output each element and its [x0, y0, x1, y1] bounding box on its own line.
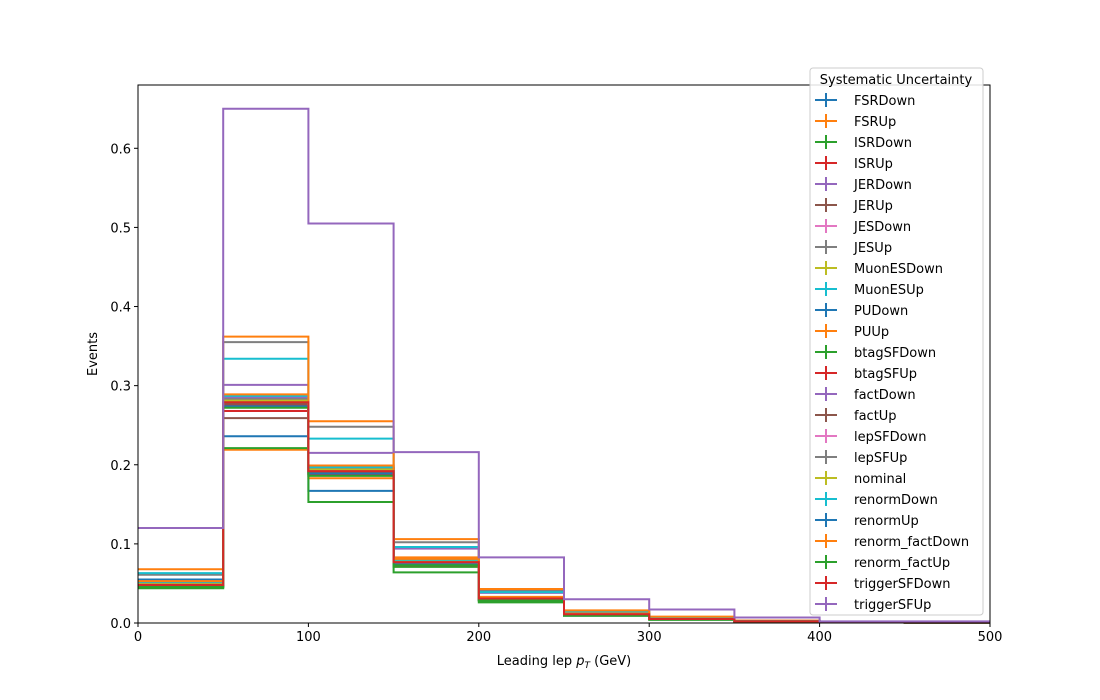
legend-label: MuonESDown — [854, 262, 943, 277]
x-tick-label: 200 — [466, 630, 491, 645]
legend-label: ISRDown — [854, 136, 912, 151]
legend-items: FSRDown FSRUp ISRDown ISRUp JERDown JERUp JESD… — [815, 93, 969, 613]
legend-item: nominal — [815, 471, 906, 487]
x-axis-label-sub: T — [584, 661, 591, 671]
legend-box — [809, 67, 984, 616]
legend-label: JESDown — [853, 220, 911, 235]
legend-label: PUUp — [854, 325, 889, 340]
legend-title: Systematic Uncertainty — [820, 73, 973, 88]
legend: Systematic Uncertainty FSRDown FSRUp ISRDo… — [809, 67, 984, 616]
y-tick-label: 0.3 — [110, 380, 131, 395]
x-axis-label-unit: (GeV) — [594, 654, 631, 669]
legend-label: renormDown — [854, 493, 938, 508]
legend-label: renorm_factUp — [854, 556, 950, 571]
x-axis: 0 100 200 300 400 500 — [134, 623, 1003, 645]
series-line-triggerSFUp — [138, 107, 990, 623]
legend-label: nominal — [854, 472, 906, 487]
x-tick-label: 0 — [134, 630, 142, 645]
legend-item: JESDown — [815, 219, 911, 235]
legend-item: ISRUp — [815, 156, 893, 172]
legend-label: MuonESUp — [854, 283, 924, 298]
legend-item: PUUp — [815, 324, 889, 340]
legend-label: renormUp — [854, 514, 919, 529]
legend-item: FSRUp — [815, 114, 896, 130]
legend-item: factDown — [815, 387, 916, 403]
legend-item: btagSFUp — [815, 366, 917, 382]
legend-item: JERDown — [815, 177, 912, 193]
legend-label: lepSFUp — [854, 451, 907, 466]
plot-frame — [137, 84, 991, 624]
legend-label: lepSFDown — [854, 430, 926, 445]
y-tick-label: 0.5 — [110, 221, 131, 236]
legend-label: FSRDown — [854, 94, 915, 109]
legend-item: factUp — [815, 408, 897, 424]
x-axis-label-main: Leading lep — [497, 654, 572, 669]
legend-label: renorm_factDown — [854, 535, 969, 550]
y-tick-label: 0.1 — [110, 538, 131, 553]
series-layer — [138, 107, 990, 624]
legend-label: JERUp — [853, 199, 893, 214]
legend-label: FSRUp — [854, 115, 896, 130]
legend-item: PUDown — [815, 303, 908, 319]
x-tick-label: 400 — [807, 630, 832, 645]
legend-item: ISRDown — [815, 135, 912, 151]
legend-label: btagSFUp — [854, 367, 917, 382]
legend-item: JERUp — [815, 198, 893, 214]
legend-item: JESUp — [815, 240, 892, 256]
legend-item: FSRDown — [815, 93, 915, 109]
legend-label: triggerSFDown — [854, 577, 950, 592]
x-tick-label: 500 — [978, 630, 1003, 645]
y-tick-label: 0.4 — [110, 301, 131, 316]
legend-item: MuonESDown — [815, 261, 943, 277]
y-tick-label: 0.6 — [110, 142, 131, 157]
legend-item: MuonESUp — [815, 282, 924, 298]
y-tick-label: 0.0 — [110, 617, 131, 632]
legend-item: renorm_factDown — [815, 534, 969, 550]
x-tick-label: 300 — [637, 630, 662, 645]
x-axis-label-p: p — [575, 654, 584, 669]
x-tick-label: 100 — [296, 630, 321, 645]
legend-item: renormUp — [815, 513, 919, 529]
legend-item: triggerSFDown — [815, 576, 950, 592]
y-axis-label: Events — [86, 332, 101, 376]
legend-item: triggerSFUp — [815, 597, 931, 613]
legend-label: JESUp — [853, 241, 892, 256]
legend-label: JERDown — [853, 178, 912, 193]
legend-label: ISRUp — [854, 157, 893, 172]
legend-item: btagSFDown — [815, 345, 936, 361]
legend-label: PUDown — [854, 304, 908, 319]
legend-item: lepSFUp — [815, 450, 907, 466]
y-axis: 0.0 0.1 0.2 0.3 0.4 0.5 0.6 — [110, 142, 138, 632]
legend-item: lepSFDown — [815, 429, 926, 445]
legend-item: renorm_factUp — [815, 555, 950, 571]
legend-label: btagSFDown — [854, 346, 936, 361]
legend-label: triggerSFUp — [854, 598, 931, 613]
y-tick-label: 0.2 — [110, 459, 131, 474]
legend-label: factDown — [854, 388, 916, 403]
legend-item: renormDown — [815, 492, 938, 508]
legend-label: factUp — [854, 409, 897, 424]
x-axis-label: Leading lep pT (GeV) — [497, 654, 631, 672]
